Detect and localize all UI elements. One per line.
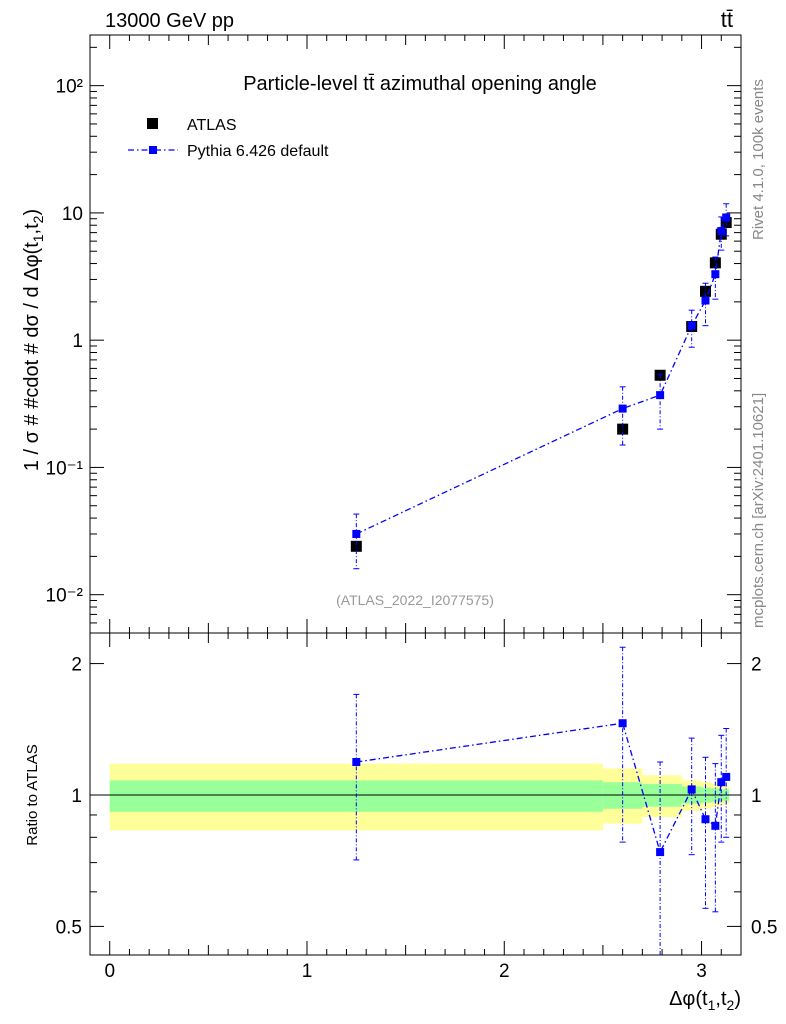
ratio-plot-series [352,646,731,955]
main-plot-panel: 10² 10 1 10⁻¹ 10⁻² Particle-level tt̄ azimut… [21,34,742,634]
main-y-tick-label: 10² [56,77,83,98]
pythia-data-point [352,529,361,538]
header-process-label: tt̄ [721,7,733,32]
legend-atlas-label: ATLAS [187,117,237,134]
mcplots-label: mcplots.cern.ch [arXiv:2401.10621] [750,393,767,628]
ratio-x-tick-label: 3 [696,961,707,982]
ratio-plot-y-tick-labels: 0.5 0.5 1 1 2 2 [56,655,778,939]
ratio-y-tick-label-left: 1 [71,786,82,807]
ratio-series-line [356,722,727,854]
ratio-data-point [717,778,726,787]
main-y-tick-label: 10⁻¹ [46,458,84,479]
main-plot-title: Particle-level tt̄ azimuthal opening ang… [243,73,597,95]
main-y-tick-label: 1 [72,331,83,352]
ratio-y-tick-label-left: 2 [71,655,82,676]
ratio-y-tick-label-right: 2 [751,655,762,676]
atlas-data-point [709,257,721,269]
atlas-data-point [699,285,711,297]
ratio-data-point [352,758,361,767]
ratio-uncertainty-bands [109,763,730,831]
rivet-version-label: Rivet 4.1.0, 100k events [750,79,767,240]
ratio-plot-ticks [90,633,742,955]
pythia-data-point [711,270,720,279]
atlas-data-point [350,540,362,552]
ratio-data-point [711,821,720,830]
pythia-data-point [687,321,696,330]
legend: ATLAS Pythia 6.426 default [128,117,329,160]
pythia-series-line [356,217,727,535]
ratio-x-tick-label: 0 [104,961,115,982]
pythia-data-point [701,296,710,305]
ratio-data-point [687,785,696,794]
pythia-data-point [618,404,627,413]
ratio-data-point [656,848,665,857]
ratio-plot-frame [89,632,742,956]
main-plot-ticks [90,35,742,634]
analysis-id-label: (ATLAS_2022_I2077575) [336,592,494,608]
ratio-plot-ylabel: Ratio to ATLAS [24,744,41,845]
pythia-data-point [722,213,731,222]
ratio-data-point [722,772,731,781]
legend-pythia-label: Pythia 6.426 default [187,143,329,160]
ratio-plot-x-tick-labels: 0 1 2 3 [104,961,706,982]
main-plot-ylabel: 1 / σ # #cdot # dσ / d Δφ(t1,t2) [21,209,46,471]
ratio-y-tick-label-left: 0.5 [56,917,82,938]
ratio-x-tick-label: 2 [499,961,510,982]
pythia-data-point [717,227,726,236]
main-plot-series [350,203,732,570]
main-plot-y-tick-labels: 10² 10 1 10⁻¹ 10⁻² [46,77,84,607]
legend-atlas-marker [147,118,158,129]
ratio-x-tick-label: 1 [302,961,313,982]
legend-pythia-marker [149,146,157,154]
main-y-tick-label: 10⁻² [46,586,84,607]
ratio-data-point [618,719,627,728]
main-y-tick-label: 10 [62,204,83,225]
ratio-plot-xlabel: Δφ(t1,t2) [669,988,741,1013]
ratio-plot-panel: 0.5 0.5 1 1 2 2 0 1 2 3 Ratio to ATLAS Δφ(t1,t2) [24,632,778,1013]
header-energy-label: 13000 GeV pp [105,10,234,32]
ratio-y-tick-label-right: 0.5 [751,917,777,938]
ratio-y-tick-label-right: 1 [751,786,762,807]
pythia-data-point [656,391,665,400]
ratio-data-point [701,815,710,824]
